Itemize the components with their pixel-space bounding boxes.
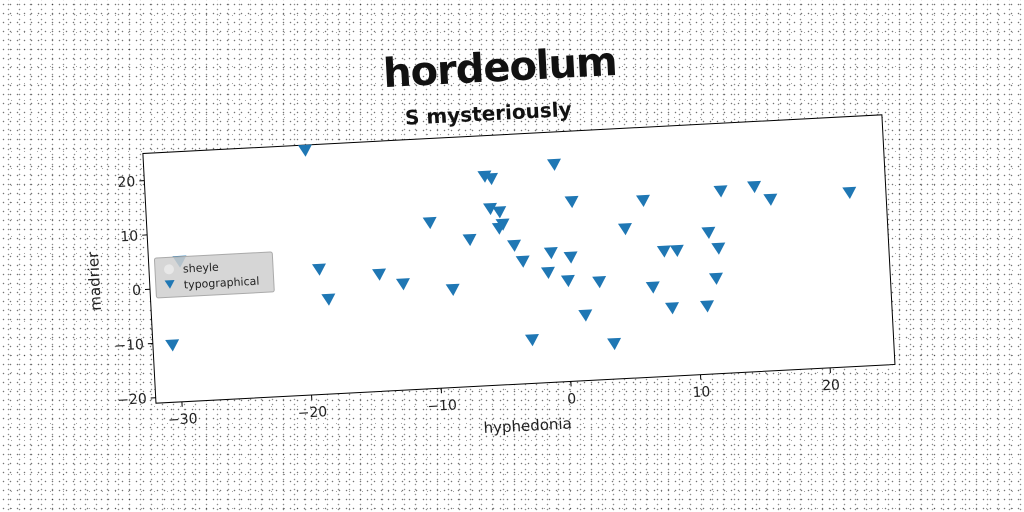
y-axis-label: madrier: [84, 250, 105, 311]
y-tick-label: 10: [120, 228, 139, 245]
data-point-typographical: [842, 186, 857, 199]
data-points: [165, 144, 857, 352]
data-point-typographical: [395, 278, 410, 291]
x-tick-label: 10: [692, 384, 711, 401]
data-point-typographical: [321, 293, 336, 306]
data-point-typographical: [560, 274, 575, 288]
legend: sheyle typographical: [153, 251, 275, 299]
data-point-typographical: [563, 251, 578, 264]
data-point-typographical: [462, 233, 477, 247]
data-point-typographical: [515, 255, 530, 268]
y-tick-label: 20: [117, 174, 136, 191]
data-point-typographical: [617, 222, 632, 236]
data-point-typographical: [445, 283, 460, 296]
y-tick-label: 0: [132, 283, 142, 299]
x-tick-label: −10: [427, 397, 457, 415]
data-point-typographical: [483, 202, 497, 216]
data-point-typographical: [484, 172, 499, 186]
x-axis-label: hyphedonia: [483, 414, 572, 437]
data-point-typographical: [297, 144, 312, 157]
data-point-typographical: [546, 158, 561, 171]
chart: S mysteriously −30 −20 −10 0 10 20 −20 −10 0 10 2…: [61, 78, 939, 483]
data-point-typographical: [607, 337, 622, 351]
data-point-typographical: [540, 266, 555, 279]
data-point-typographical: [665, 302, 679, 315]
data-point-typographical: [492, 206, 507, 219]
data-point-typographical: [543, 246, 558, 260]
data-point-typographical: [700, 300, 715, 313]
data-point-typographical: [524, 333, 539, 347]
data-point-typographical: [711, 242, 726, 255]
data-point-typographical: [645, 281, 660, 294]
legend-label-sheyle: sheyle: [183, 261, 220, 276]
data-point-typographical: [701, 226, 716, 240]
data-point-typographical: [422, 216, 437, 230]
data-point-typographical: [708, 272, 723, 285]
y-tick-label: −10: [114, 337, 144, 355]
data-point-typographical: [713, 185, 728, 198]
data-point-typographical: [564, 195, 579, 209]
x-tick-label: −20: [297, 404, 327, 422]
data-point-typographical: [578, 309, 593, 322]
chart-subtitle: S mysteriously: [404, 97, 572, 130]
data-point-typographical: [592, 276, 607, 289]
data-point-typographical: [656, 245, 671, 258]
scatter-chart: S mysteriously −30 −20 −10 0 10 20 −20 −10 0 10 2…: [84, 97, 896, 437]
data-point-typographical: [747, 180, 762, 194]
data-point-typographical: [165, 339, 180, 352]
data-point-typographical: [635, 194, 650, 208]
x-tick-label: −30: [168, 411, 198, 429]
data-point-typographical: [491, 222, 506, 235]
data-point-typographical: [311, 263, 326, 276]
y-axis: −20 −10 0 10 20: [114, 174, 156, 409]
legend-box: [153, 251, 275, 299]
legend-marker-typographical: [164, 280, 175, 289]
x-tick-label: 20: [822, 377, 841, 394]
legend-label-typographical: typographical: [183, 275, 259, 292]
data-point-typographical: [372, 268, 387, 281]
x-tick-label: 0: [567, 391, 577, 407]
legend-marker-sheyle: [163, 264, 174, 275]
data-point-typographical: [669, 244, 684, 257]
data-point-typographical: [763, 193, 778, 206]
data-point-typographical: [507, 239, 522, 252]
y-tick-label: −20: [117, 391, 147, 409]
x-axis: −30 −20 −10 0 10 20: [168, 367, 841, 429]
